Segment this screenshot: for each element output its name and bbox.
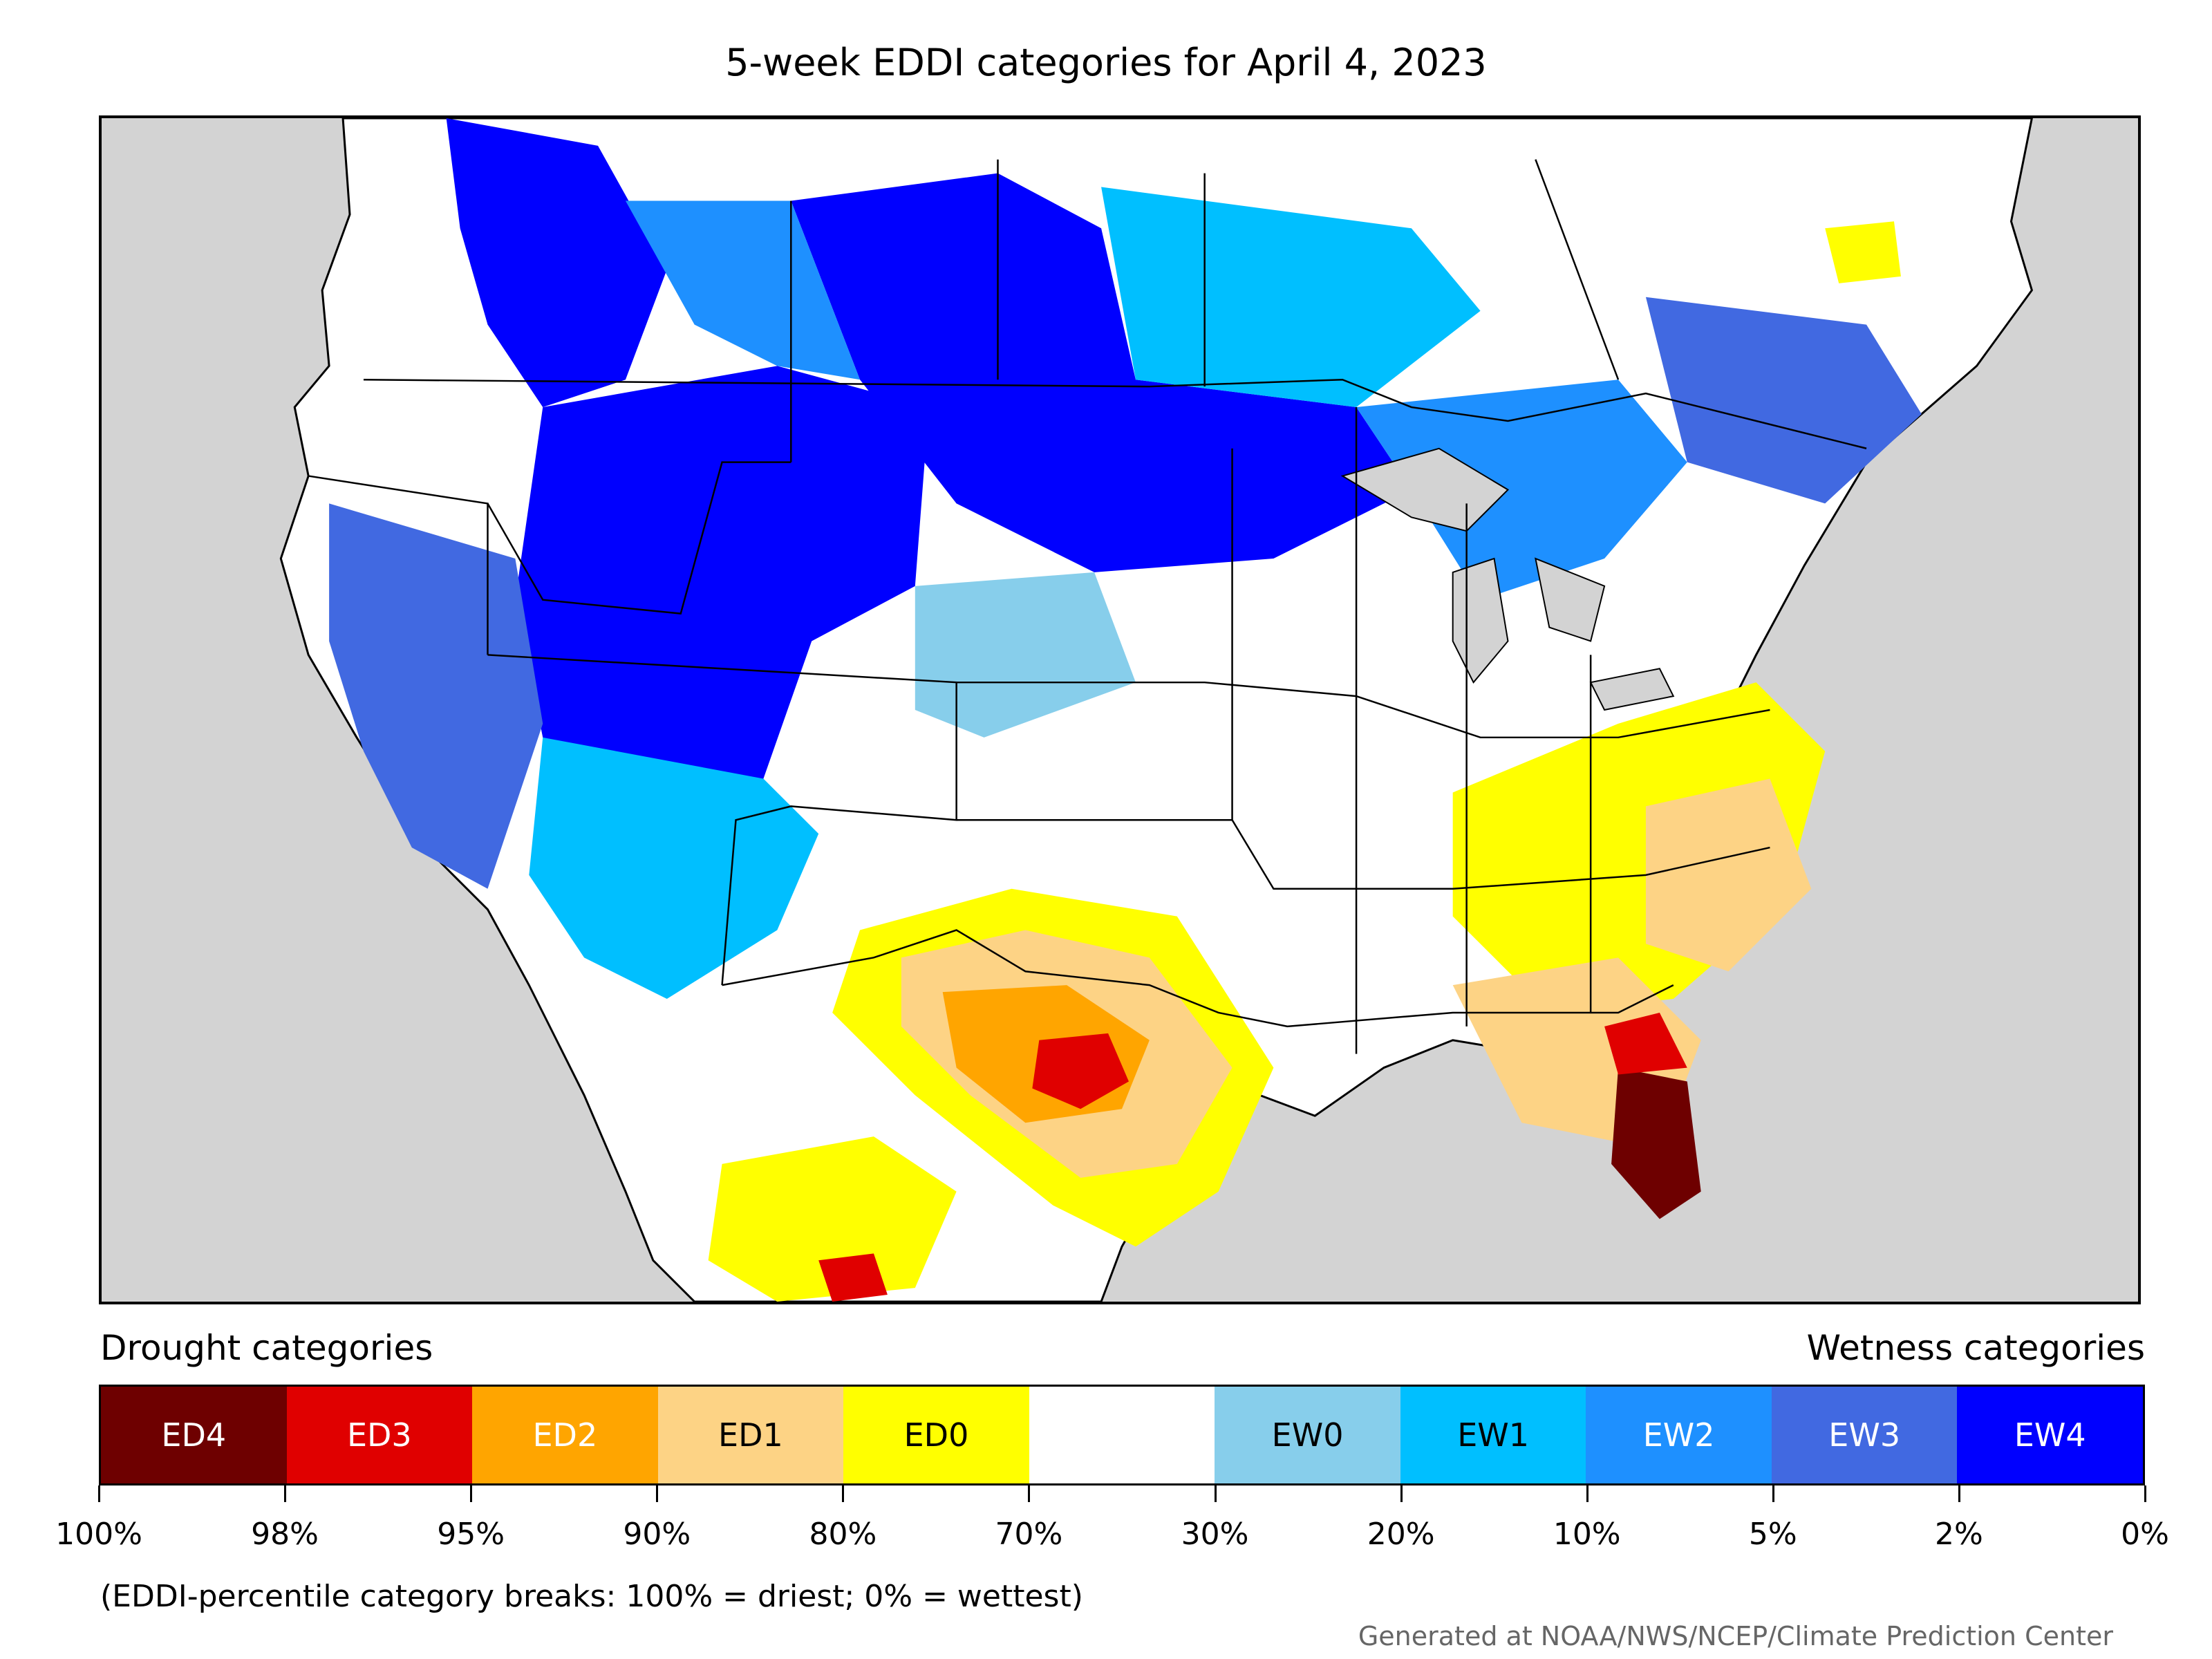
credit-line: Generated at NOAA/NWS/NCEP/Climate Predi…	[1358, 1621, 2113, 1651]
colorbar-tick	[656, 1485, 659, 1502]
region-ew3-quebec	[1645, 297, 1922, 504]
colorbar-ticks	[98, 1485, 2146, 1502]
colorbar-segment-ew4: EW4	[1957, 1387, 2144, 1483]
colorbar-tick-label: 30%	[1181, 1517, 1249, 1552]
colorbar-tick	[2144, 1485, 2146, 1502]
colorbar-segment-ew1: EW1	[1400, 1387, 1586, 1483]
colorbar-tick-label: 20%	[1367, 1517, 1435, 1552]
region-ew4-pacific-northwest	[446, 118, 667, 408]
region-ew1-southwest	[529, 737, 819, 1000]
colorbar-tick-label: 5%	[1748, 1517, 1797, 1552]
eddi-map	[99, 115, 2141, 1304]
colorbar-tick	[470, 1485, 473, 1502]
colorbar-tick	[842, 1485, 845, 1502]
colorbar-segment-ed0: ED0	[843, 1387, 1029, 1483]
region-ew3-california	[329, 503, 543, 889]
category-breaks-note: (EDDI-percentile category breaks: 100% =…	[100, 1579, 1083, 1614]
region-ed4-florida	[1611, 1067, 1701, 1219]
region-ew4-northern-plains	[791, 173, 1412, 572]
colorbar-tick-label: 0%	[2121, 1517, 2169, 1552]
map-title: 5-week EDDI categories for April 4, 2023	[725, 41, 1487, 84]
region-ed1-mid-atlantic	[1645, 778, 1812, 972]
region-ed3-central-texas	[1032, 1033, 1129, 1109]
colorbar-segment-ed2: ED2	[472, 1387, 658, 1483]
region-ew2-montana	[625, 200, 861, 380]
colorbar-segment-ed1: ED1	[657, 1387, 844, 1483]
colorbar-segment-ed4: ED4	[101, 1387, 287, 1483]
colorbar-segment-ew3: EW3	[1771, 1387, 1958, 1483]
colorbar-segment-neutral	[1029, 1387, 1215, 1483]
colorbar-tick	[1772, 1485, 1774, 1502]
colorbar-segment-ew2: EW2	[1586, 1387, 1772, 1483]
colorbar-segment-ed3: ED3	[286, 1387, 473, 1483]
colorbar-tick-label: 10%	[1553, 1517, 1621, 1552]
colorbar-tick-label: 80%	[809, 1517, 877, 1552]
colorbar-tick	[1586, 1485, 1588, 1502]
region-ed0-northern-mexico	[708, 1136, 957, 1302]
colorbar-tick	[284, 1485, 287, 1502]
eddi-map-svg	[102, 118, 2138, 1302]
colorbar-tick	[1214, 1485, 1217, 1502]
wetness-categories-heading: Wetness categories	[1806, 1328, 2145, 1368]
colorbar-tick-label: 70%	[995, 1517, 1063, 1552]
region-ew1-canadian-prairies	[1101, 187, 1481, 408]
region-ew2-great-lakes	[1356, 379, 1687, 600]
great-lakes	[1340, 447, 1675, 711]
colorbar-tick-label: 98%	[251, 1517, 319, 1552]
colorbar-segment-ew0: EW0	[1215, 1387, 1400, 1483]
drought-categories-heading: Drought categories	[100, 1328, 433, 1368]
region-ed3-florida-edge	[1604, 1012, 1687, 1075]
colorbar-tick	[1400, 1485, 1403, 1502]
region-ew4-northern-rockies	[515, 366, 929, 807]
colorbar-tick-label: 2%	[1935, 1517, 1983, 1552]
category-colorbar: ED4 ED3 ED2 ED1 ED0 EW0 EW1 EW2 EW3 EW4	[99, 1385, 2145, 1485]
colorbar-tick	[1958, 1485, 1960, 1502]
colorbar-tick	[1028, 1485, 1031, 1502]
political-borders	[308, 159, 1867, 1054]
colorbar-tick	[98, 1485, 100, 1502]
region-ed0-northeast-canada	[1825, 221, 1901, 283]
colorbar-tick-label: 95%	[437, 1517, 505, 1552]
colorbar-tick-label: 90%	[623, 1517, 691, 1552]
region-ew0-colorado	[915, 572, 1136, 738]
region-ed3-mexico	[818, 1253, 888, 1302]
colorbar-tick-label: 100%	[55, 1517, 142, 1552]
